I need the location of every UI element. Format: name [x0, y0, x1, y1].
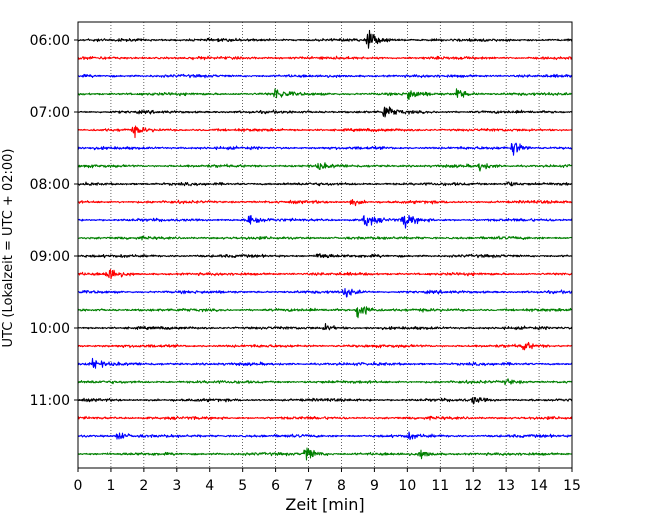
y-tick-label: 06:00 [30, 33, 70, 49]
x-axis: 0 1 2 3 4 5 6 7 8 9 10 11 12 13 14 15 [74, 468, 581, 494]
trace-line [77, 88, 573, 101]
x-tick-label: 10 [398, 478, 416, 494]
trace-line [77, 322, 573, 331]
x-tick-label: 6 [271, 478, 280, 494]
trace-line [77, 306, 573, 319]
x-tick-label: 7 [304, 478, 313, 494]
y-tick-label: 11:00 [30, 393, 70, 409]
trace-line [77, 341, 573, 351]
x-tick-label: 4 [205, 478, 214, 494]
x-tick-label: 12 [464, 478, 482, 494]
x-tick-label: 1 [106, 478, 115, 494]
trace-line [77, 198, 573, 207]
trace-line [77, 142, 573, 156]
trace-line [77, 357, 573, 369]
y-tick-label: 08:00 [30, 177, 70, 193]
x-tick-label: 3 [172, 478, 181, 494]
trace-line [77, 287, 573, 298]
trace-line [77, 29, 573, 49]
trace-line [77, 73, 573, 79]
trace-line [77, 268, 573, 280]
trace-line [77, 378, 573, 386]
y-axis-label: UTC (Lokalzeit = UTC + 02:00) [1, 149, 16, 348]
trace-line [77, 106, 573, 118]
trace-line [77, 235, 573, 241]
y-tick-label: 10:00 [30, 321, 70, 337]
trace-line [77, 181, 573, 187]
x-tick-label: 5 [238, 478, 247, 494]
y-tick-label: 09:00 [30, 249, 70, 265]
trace-line [77, 431, 573, 441]
trace-line [77, 415, 573, 421]
trace-line [77, 55, 573, 61]
trace-line [77, 214, 573, 229]
x-tick-label: 2 [139, 478, 148, 494]
y-tick-label: 07:00 [30, 105, 70, 121]
traces [77, 29, 573, 461]
trace-line [77, 253, 573, 259]
x-tick-label: 14 [530, 478, 548, 494]
x-tick-label: 15 [563, 478, 581, 494]
x-tick-label: 11 [431, 478, 449, 494]
trace-line [77, 447, 573, 461]
plot-frame [77, 21, 573, 469]
x-tick-label: 9 [370, 478, 379, 494]
trace-line [77, 125, 573, 139]
x-tick-label: 8 [337, 478, 346, 494]
trace-line [77, 396, 573, 405]
y-axis: 06:00 07:00 08:00 09:00 10:00 11:00 [30, 33, 78, 409]
x-tick-label: 0 [74, 478, 83, 494]
x-axis-label: Zeit [min] [285, 495, 364, 514]
x-tick-label: 13 [497, 478, 515, 494]
trace-line [77, 162, 573, 172]
